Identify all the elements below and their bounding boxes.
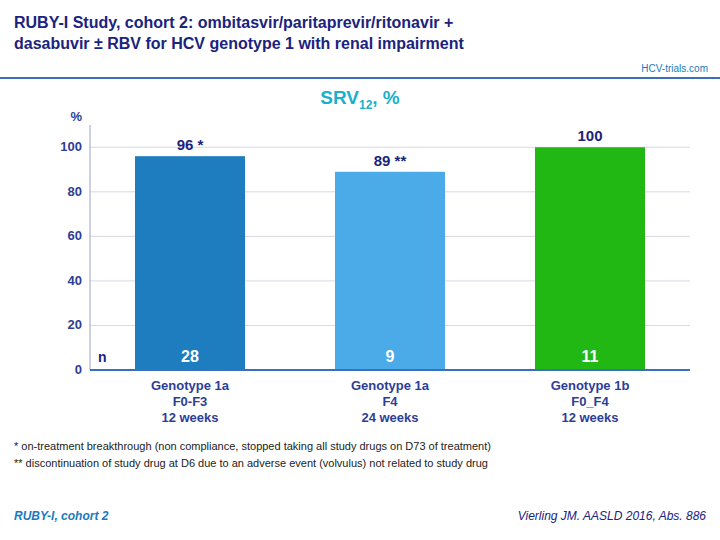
- n-label: 28: [181, 348, 199, 365]
- bar: [535, 147, 645, 370]
- y-tick-label: 100: [60, 139, 82, 154]
- annotation: HCV-trials.com: [641, 63, 708, 74]
- data-label: 100: [577, 127, 602, 144]
- x-tick-label: F0_F4: [571, 394, 609, 409]
- title: RUBY-I Study, cohort 2: ombitasvir/parit…: [14, 14, 453, 31]
- n-label: 11: [582, 348, 599, 365]
- x-tick-label: Genotype 1b: [551, 378, 630, 393]
- grid-line: [90, 370, 690, 371]
- data-label: 89 **: [374, 152, 407, 169]
- footnote: * on-treatment breakthrough (non complia…: [14, 440, 491, 452]
- x-tick-label: 24 weeks: [361, 410, 418, 425]
- title-rule: [0, 77, 720, 79]
- chart: RUBY-I Study, cohort 2: ombitasvir/parit…: [0, 0, 720, 540]
- y-tick-label: 20: [68, 317, 82, 332]
- x-tick-label: F4: [382, 394, 398, 409]
- y-axis-line: [90, 125, 91, 370]
- x-axis-line: [90, 369, 690, 371]
- subtitle-subscript: 12: [359, 98, 373, 112]
- y-tick-label: 60: [68, 228, 82, 243]
- subtitle: SRV12, %: [320, 87, 400, 112]
- title: dasabuvir ± RBV for HCV genotype 1 with …: [14, 35, 464, 52]
- y-tick-label: 80: [68, 184, 82, 199]
- y-tick-label: 40: [68, 273, 82, 288]
- bar: [335, 172, 445, 370]
- x-tick-label: F0-F3: [173, 394, 208, 409]
- bars: [135, 147, 645, 370]
- footer: RUBY-I, cohort 2: [14, 509, 109, 523]
- x-tick-label: 12 weeks: [561, 410, 618, 425]
- x-tick-label: Genotype 1a: [351, 378, 430, 393]
- grid: [90, 147, 690, 370]
- data-label: 96 *: [177, 136, 204, 153]
- n-label: 9: [386, 348, 395, 365]
- y-tick-label: 0: [75, 362, 82, 377]
- x-tick-label: 12 weeks: [161, 410, 218, 425]
- subtitle-suffix: , %: [372, 87, 400, 108]
- y-axis-label: %: [70, 109, 82, 124]
- footer: Vierling JM. AASLD 2016, Abs. 886: [518, 509, 707, 523]
- subtitle-text: SRV: [320, 87, 359, 108]
- bar: [135, 156, 245, 370]
- footnote: ** discontinuation of study drug at D6 d…: [14, 457, 488, 469]
- x-tick-label: Genotype 1a: [151, 378, 230, 393]
- annotation: n: [98, 349, 107, 365]
